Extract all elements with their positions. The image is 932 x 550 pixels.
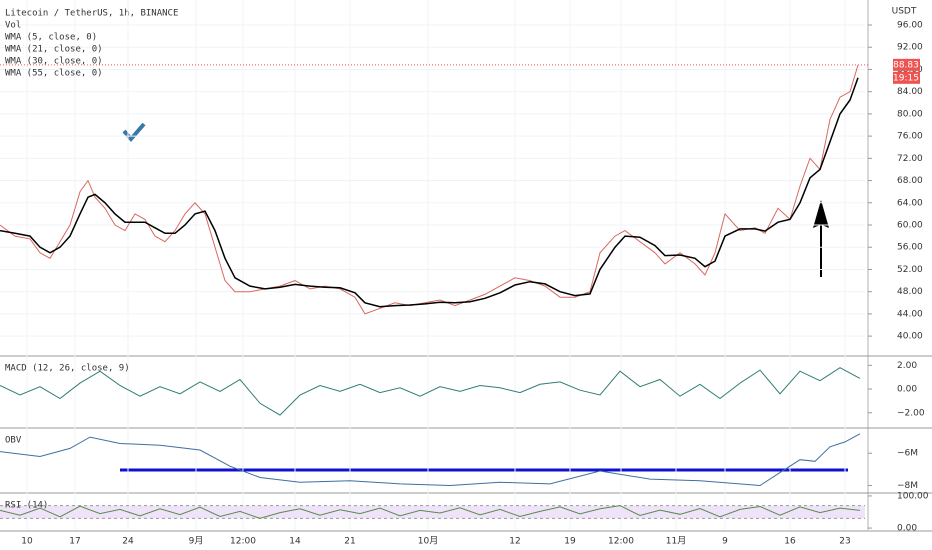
y-tick-label: 80.00	[897, 109, 923, 119]
x-tick-label: 10	[21, 537, 33, 547]
y-tick-label: −8M	[897, 481, 918, 491]
y-tick-label: 96.00	[897, 21, 923, 31]
x-tick-label: 21	[344, 537, 355, 547]
x-tick-label: 9月	[189, 536, 204, 547]
y-tick-label: 84.00	[897, 87, 923, 97]
x-tick-label: 16	[784, 537, 796, 547]
countdown-box	[893, 71, 920, 84]
pane-title: MACD (12, 26, close, 9)	[5, 364, 130, 374]
x-tick-label: 17	[69, 537, 80, 547]
x-tick-label: 19	[564, 537, 576, 547]
y-tick-label: 76.00	[897, 132, 923, 142]
y-tick-label: 0.00	[897, 524, 917, 534]
y-tick-label: 60.00	[897, 221, 923, 231]
y-tick-label: 92.00	[897, 43, 923, 53]
pane-title: OBV	[5, 436, 22, 446]
pane-title: RSI (14)	[5, 501, 48, 511]
data-line	[0, 77, 859, 308]
legend-entry: WMA (21, close, 0)	[5, 45, 103, 55]
legend-entry: WMA (30, close, 0)	[5, 57, 103, 67]
y-tick-label: 68.00	[897, 176, 923, 186]
y-tick-label: 72.00	[897, 154, 923, 164]
y-tick-label: 2.00	[897, 361, 917, 371]
countdown-label: 19:15	[893, 73, 919, 83]
y-tick-label: 48.00	[897, 287, 923, 297]
y-tick-label: 56.00	[897, 243, 923, 253]
y-tick-label: 40.00	[897, 332, 923, 342]
x-tick-label: 9	[722, 537, 728, 547]
x-tick-label: 12:00	[230, 537, 256, 547]
y-tick-label: 44.00	[897, 309, 923, 319]
currency-label: USDT	[892, 7, 917, 17]
y-tick-label: 64.00	[897, 198, 923, 208]
data-line	[0, 367, 861, 416]
legend-entry: WMA (5, close, 0)	[5, 33, 97, 43]
x-tick-label: 12:00	[608, 537, 634, 547]
data-line	[0, 433, 861, 487]
x-tick-label: 11月	[666, 536, 686, 547]
legend-entry: Vol	[5, 21, 21, 31]
y-tick-label: 100.00	[897, 491, 929, 501]
last-price-label: 88.83	[893, 60, 919, 70]
check-mark	[122, 122, 146, 143]
x-tick-label: 23	[839, 537, 850, 547]
arrow	[813, 200, 829, 277]
x-tick-label: 24	[122, 537, 134, 547]
y-tick-label: −2.00	[897, 408, 925, 418]
x-tick-label: 10月	[418, 536, 438, 547]
y-tick-label: 0.00	[897, 385, 917, 395]
chart-title: Litecoin / TetherUS, 1h, BINANCE	[5, 9, 178, 19]
y-tick-label: 52.00	[897, 265, 923, 275]
last-price-box	[893, 58, 920, 71]
x-tick-label: 12	[509, 537, 520, 547]
data-line	[0, 505, 861, 519]
x-tick-label: 14	[289, 537, 301, 547]
y-tick-label: −6M	[897, 449, 918, 459]
legend-entry: WMA (55, close, 0)	[5, 69, 103, 79]
